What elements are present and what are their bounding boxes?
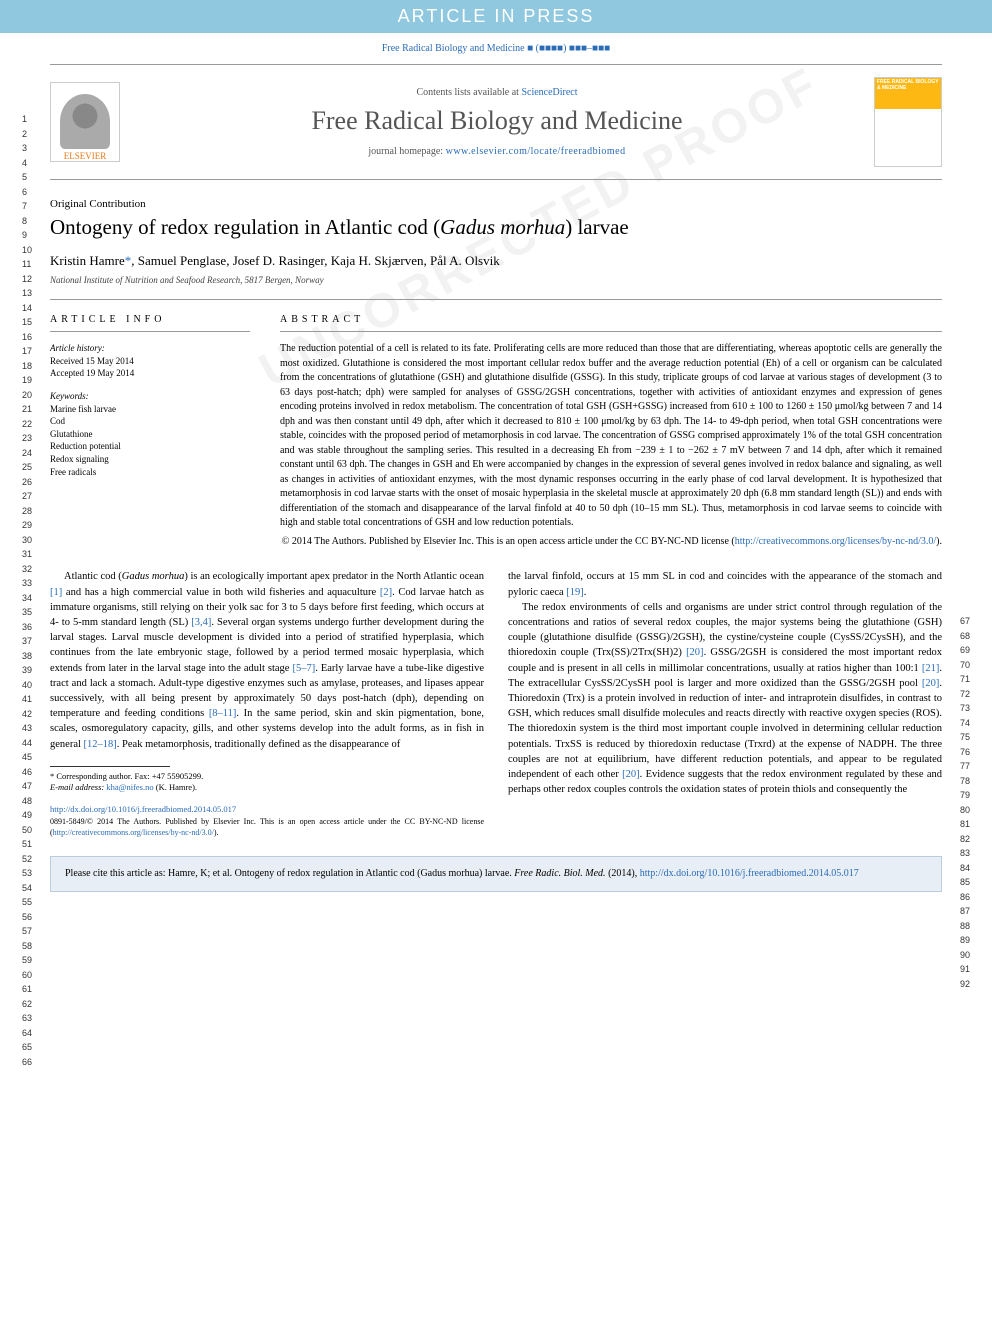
article-type: Original Contribution <box>50 198 942 210</box>
line-numbers-left: 1234567891011121314151617181920212223242… <box>22 112 32 1069</box>
homepage-pre: journal homepage: <box>368 146 445 157</box>
body-column-right: the larval finfold, occurs at 15 mm SL i… <box>508 569 942 838</box>
abstract-heading: ABSTRACT <box>280 314 942 332</box>
abstract-body: The reduction potential of a cell is rel… <box>280 343 942 528</box>
license-link[interactable]: http://creativecommons.org/licenses/by-n… <box>735 536 936 547</box>
article-info-heading: ARTICLE INFO <box>50 314 250 332</box>
article-in-press-banner: ARTICLE IN PRESS <box>0 0 992 33</box>
sciencedirect-link[interactable]: ScienceDirect <box>521 87 577 98</box>
email-link[interactable]: kha@nifes.no <box>106 782 153 792</box>
history-label: Article history: <box>50 342 250 355</box>
doi-link[interactable]: http://dx.doi.org/10.1016/j.freeradbiome… <box>50 804 236 814</box>
journal-name: Free Radical Biology and Medicine <box>120 106 874 136</box>
issn-close: ). <box>214 828 219 837</box>
line-numbers-right: 6768697071727374757677787980818283848586… <box>960 614 970 991</box>
cite-post: (2014), <box>606 868 640 879</box>
affiliation: National Institute of Nutrition and Seaf… <box>50 275 942 285</box>
body-text: Atlantic cod (Gadus morhua) is an ecolog… <box>50 569 942 838</box>
copyright-text: © 2014 The Authors. Published by Elsevie… <box>282 536 735 547</box>
journal-cover-thumbnail: FREE RADICAL BIOLOGY & MEDICINE <box>874 77 942 167</box>
authors: Kristin Hamre*, Samuel Penglase, Josef D… <box>50 253 942 269</box>
citation-header: Free Radical Biology and Medicine ■ (■■■… <box>0 43 992 54</box>
abstract-copyright: © 2014 The Authors. Published by Elsevie… <box>280 535 942 550</box>
keywords-label: Keywords: <box>50 390 250 403</box>
license-close: ). <box>936 536 942 547</box>
cover-label: FREE RADICAL BIOLOGY & MEDICINE <box>877 80 941 91</box>
article-info-column: ARTICLE INFO Article history: Received 1… <box>50 314 250 549</box>
article-title: Ontogeny of redox regulation in Atlantic… <box>50 214 942 241</box>
received-date: Received 15 May 2014 <box>50 355 250 368</box>
abstract-text: The reduction potential of a cell is rel… <box>280 342 942 549</box>
corr-author: * Corresponding author. Fax: +47 5590529… <box>50 771 484 782</box>
contents-line: Contents lists available at ScienceDirec… <box>120 87 874 98</box>
elsevier-label: ELSEVIER <box>64 151 107 161</box>
paragraph-1: Atlantic cod (Gadus morhua) is an ecolog… <box>50 569 484 752</box>
paragraph-2: The redox environments of cells and orga… <box>508 600 942 798</box>
cite-doi-link[interactable]: http://dx.doi.org/10.1016/j.freeradbiome… <box>640 868 859 879</box>
doi-line: http://dx.doi.org/10.1016/j.freeradbiome… <box>50 803 484 815</box>
citation-box: Please cite this article as: Hamre, K; e… <box>50 856 942 892</box>
homepage-link[interactable]: www.elsevier.com/locate/freeradbiomed <box>446 146 626 157</box>
footnote-separator <box>50 766 170 767</box>
issn-line: 0891-5849/© 2014 The Authors. Published … <box>50 817 484 838</box>
paragraph-2a: the larval finfold, occurs at 15 mm SL i… <box>508 569 942 599</box>
journal-header: ELSEVIER Contents lists available at Sci… <box>50 64 942 180</box>
accepted-date: Accepted 19 May 2014 <box>50 367 250 380</box>
article-history: Article history: Received 15 May 2014 Ac… <box>50 342 250 380</box>
email-label: E-mail address: <box>50 782 106 792</box>
keywords-section: Keywords: Marine fish larvaeCodGlutathio… <box>50 390 250 478</box>
elsevier-logo: ELSEVIER <box>50 82 120 162</box>
corresponding-author-footnote: * Corresponding author. Fax: +47 5590529… <box>50 771 484 793</box>
body-column-left: Atlantic cod (Gadus morhua) is an ecolog… <box>50 569 484 838</box>
homepage-line: journal homepage: www.elsevier.com/locat… <box>120 146 874 157</box>
email-after: (K. Hamre). <box>154 782 197 792</box>
issn-license-link[interactable]: http://creativecommons.org/licenses/by-n… <box>53 828 214 837</box>
cite-pre: Please cite this article as: Hamre, K; e… <box>65 868 514 879</box>
contents-text: Contents lists available at <box>416 87 521 98</box>
elsevier-tree-icon <box>60 94 110 149</box>
keywords-list: Marine fish larvaeCodGlutathioneReductio… <box>50 403 250 479</box>
abstract-column: ABSTRACT The reduction potential of a ce… <box>280 314 942 549</box>
cite-journal: Free Radic. Biol. Med. <box>514 868 605 879</box>
